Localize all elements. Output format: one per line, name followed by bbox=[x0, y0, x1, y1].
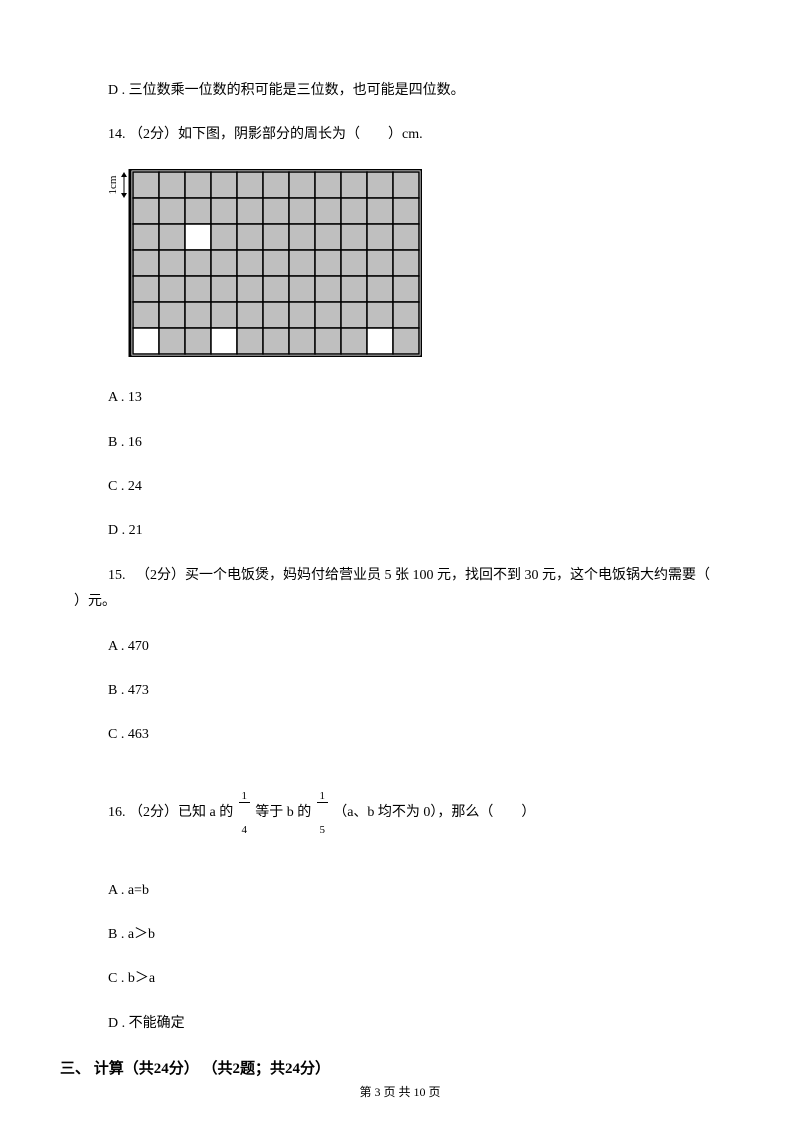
q16-option-a: A . a=b bbox=[60, 880, 740, 902]
q16-stem-p3: （a、b 均不为 0），那么（ ） bbox=[330, 802, 536, 824]
q16-frac1-den: 4 bbox=[239, 825, 250, 836]
q15-stem-l1: 15. （2分）买一个电饭煲，妈妈付给营业员 5 张 100 元，找回不到 30… bbox=[60, 565, 740, 587]
section-3-heading: 三、 计算（共24分） （共2题；共24分） bbox=[60, 1057, 740, 1081]
svg-text:1cm: 1cm bbox=[108, 175, 119, 194]
q16-stem: 16. （2分）已知 a 的 1 4 等于 b 的 1 5 （a、b 均不为 0… bbox=[60, 769, 740, 858]
q14-option-a: A . 13 bbox=[60, 387, 740, 409]
q14-option-c: C . 24 bbox=[60, 476, 740, 498]
q16-stem-p1: 16. （2分）已知 a 的 bbox=[108, 802, 237, 824]
q14-option-b: B . 16 bbox=[60, 432, 740, 454]
q16-frac2-den: 5 bbox=[317, 825, 328, 836]
q16-option-c: C . b＞a bbox=[60, 968, 740, 990]
q14-option-d: D . 21 bbox=[60, 520, 740, 542]
q16-option-d: D . 不能确定 bbox=[60, 1013, 740, 1035]
q16-option-b: B . a＞b bbox=[60, 924, 740, 946]
q16-frac1-num: 1 bbox=[239, 791, 250, 803]
q14-stem: 14. （2分）如下图，阴影部分的周长为（ ）cm. bbox=[60, 124, 740, 146]
q15-option-a: A . 470 bbox=[60, 636, 740, 658]
q16-stem-p2: 等于 b 的 bbox=[252, 802, 315, 824]
page-footer: 第 3 页 共 10 页 bbox=[0, 1083, 800, 1102]
q15-option-b: B . 473 bbox=[60, 680, 740, 702]
q15-option-c: C . 463 bbox=[60, 724, 740, 746]
q16-frac-1: 1 4 bbox=[239, 769, 250, 858]
option-d-prev-question: D . 三位数乘一位数的积可能是三位数，也可能是四位数。 bbox=[60, 80, 740, 102]
q15-stem-l2: ）元。 bbox=[60, 591, 740, 613]
q16-frac-2: 1 5 bbox=[317, 769, 328, 858]
q16-frac2-num: 1 bbox=[317, 791, 328, 803]
q14-grid-figure: 1cm bbox=[108, 169, 740, 365]
grid-svg: 1cm bbox=[108, 169, 422, 357]
